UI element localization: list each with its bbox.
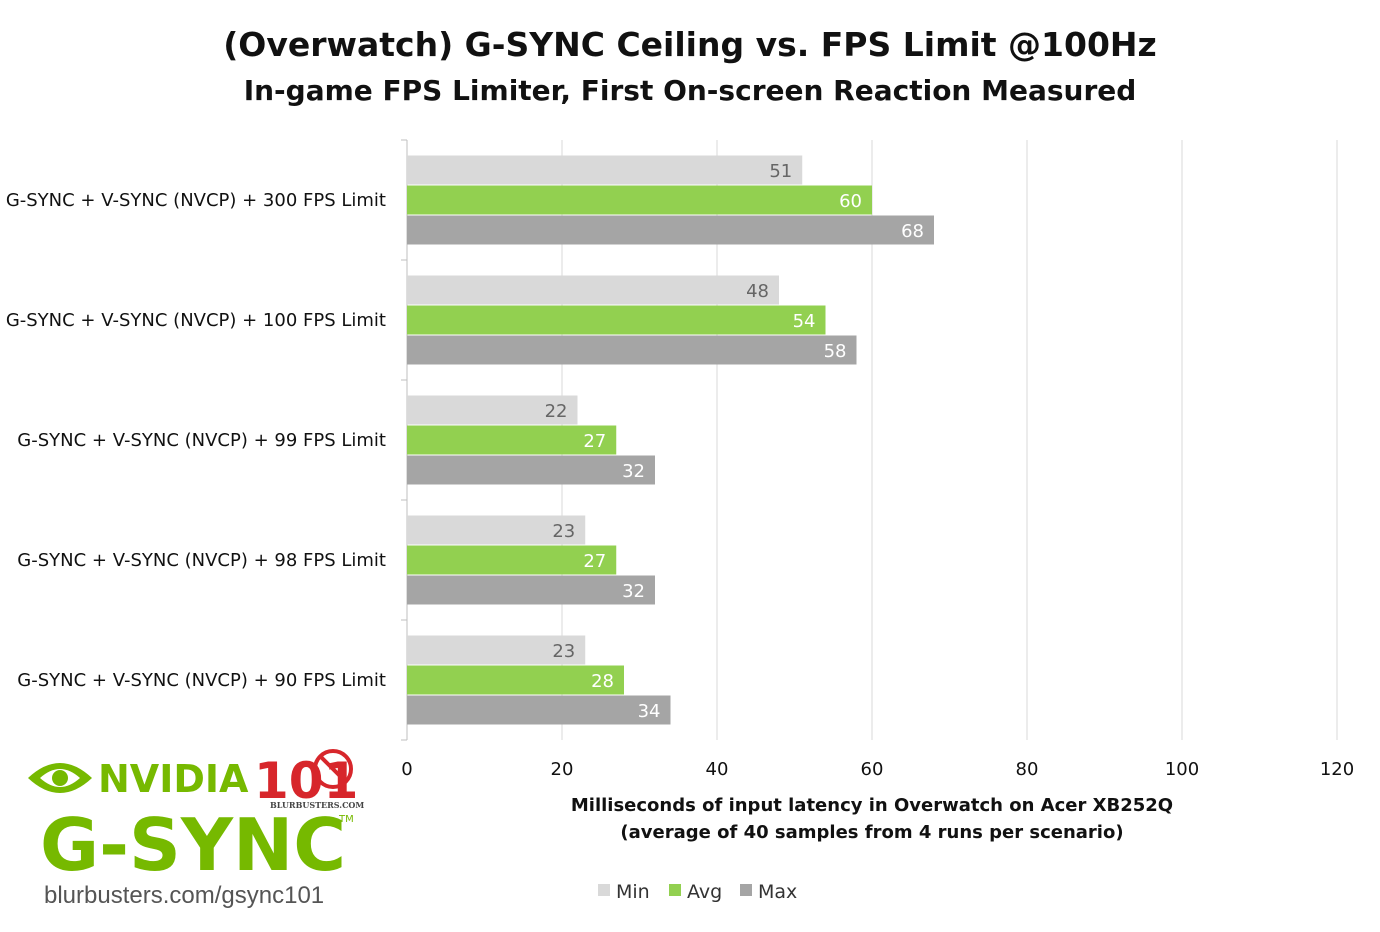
category-label: G-SYNC + V-SYNC (NVCP) + 99 FPS Limit [17,430,386,451]
data-label-avg: 27 [583,551,606,572]
data-label-max: 34 [638,701,661,722]
x-tick-label-0: 0 [401,759,412,780]
data-label-max: 68 [901,221,924,242]
logo-product-text: G-SYNC [40,803,346,887]
chart-title: (Overwatch) G-SYNC Ceiling vs. FPS Limit… [223,25,1157,64]
legend: Min Avg Max [598,881,797,903]
x-tick-label-20: 20 [551,759,574,780]
bar-avg [407,545,617,575]
category-tick-marks [401,139,407,741]
x-tick-label-100: 100 [1165,759,1199,780]
bar-min [407,275,779,305]
data-label-min: 22 [545,401,568,422]
nvidia-gsync-logo: NVIDIA 101 BLURBUSTERS.COM G-SYNC TM blu… [28,749,364,909]
data-label-avg: 28 [591,671,614,692]
bar-min [407,515,586,545]
x-tick-label-40: 40 [706,759,729,780]
data-label-avg: 60 [839,191,862,212]
x-tick-label-120: 120 [1320,759,1354,780]
bar-avg [407,425,617,455]
data-label-min: 51 [769,161,792,182]
category-label: G-SYNC + V-SYNC (NVCP) + 90 FPS Limit [17,670,386,691]
bar-min [407,395,578,425]
legend-swatch-avg [669,884,681,896]
bar-max [407,335,857,365]
bar-min [407,155,803,185]
x-axis-label-line1: Milliseconds of input latency in Overwat… [571,795,1173,816]
bar-max [407,575,655,605]
logo-trademark: TM [338,814,354,825]
category-label: G-SYNC + V-SYNC (NVCP) + 98 FPS Limit [17,550,386,571]
nvidia-eye-icon [28,763,92,793]
category-label: G-SYNC + V-SYNC (NVCP) + 100 FPS Limit [6,310,386,331]
category-label: G-SYNC + V-SYNC (NVCP) + 300 FPS Limit [6,190,386,211]
data-label-min: 23 [552,521,575,542]
data-label-max: 32 [622,461,645,482]
legend-swatch-max [740,884,752,896]
logo-brand-text: NVIDIA [98,757,249,801]
bar-max [407,215,934,245]
x-tick-label-60: 60 [861,759,884,780]
chart-subtitle: In-game FPS Limiter, First On-screen Rea… [244,74,1137,107]
x-tick-label-80: 80 [1016,759,1039,780]
data-label-avg: 54 [793,311,816,332]
legend-label-max: Max [758,881,797,903]
category-labels: G-SYNC + V-SYNC (NVCP) + 300 FPS Limit G-… [6,190,386,691]
data-label-min: 48 [746,281,769,302]
logo-url: blurbusters.com/gsync101 [44,882,324,909]
bar-max [407,455,655,485]
legend-label-avg: Avg [687,881,722,903]
no-sign-icon [313,749,353,789]
legend-swatch-min [598,884,610,896]
data-label-min: 23 [552,641,575,662]
bars: 51 60 68 48 54 58 22 27 32 23 27 32 23 28 34 [407,155,934,725]
bar-avg [407,305,826,335]
data-label-max: 32 [622,581,645,602]
data-label-avg: 27 [583,431,606,452]
x-tick-labels: 0 20 40 60 80 100 120 [401,759,1354,780]
data-label-max: 58 [824,341,847,362]
logo-badge-text: 101 [254,752,358,810]
bar-avg [407,665,624,695]
logo-badge-site: BLURBUSTERS.COM [270,800,364,810]
bar-avg [407,185,872,215]
x-axis-label-line2: (average of 40 samples from 4 runs per s… [620,822,1123,843]
bar-min [407,635,586,665]
legend-label-min: Min [616,881,650,903]
bar-max [407,695,671,725]
